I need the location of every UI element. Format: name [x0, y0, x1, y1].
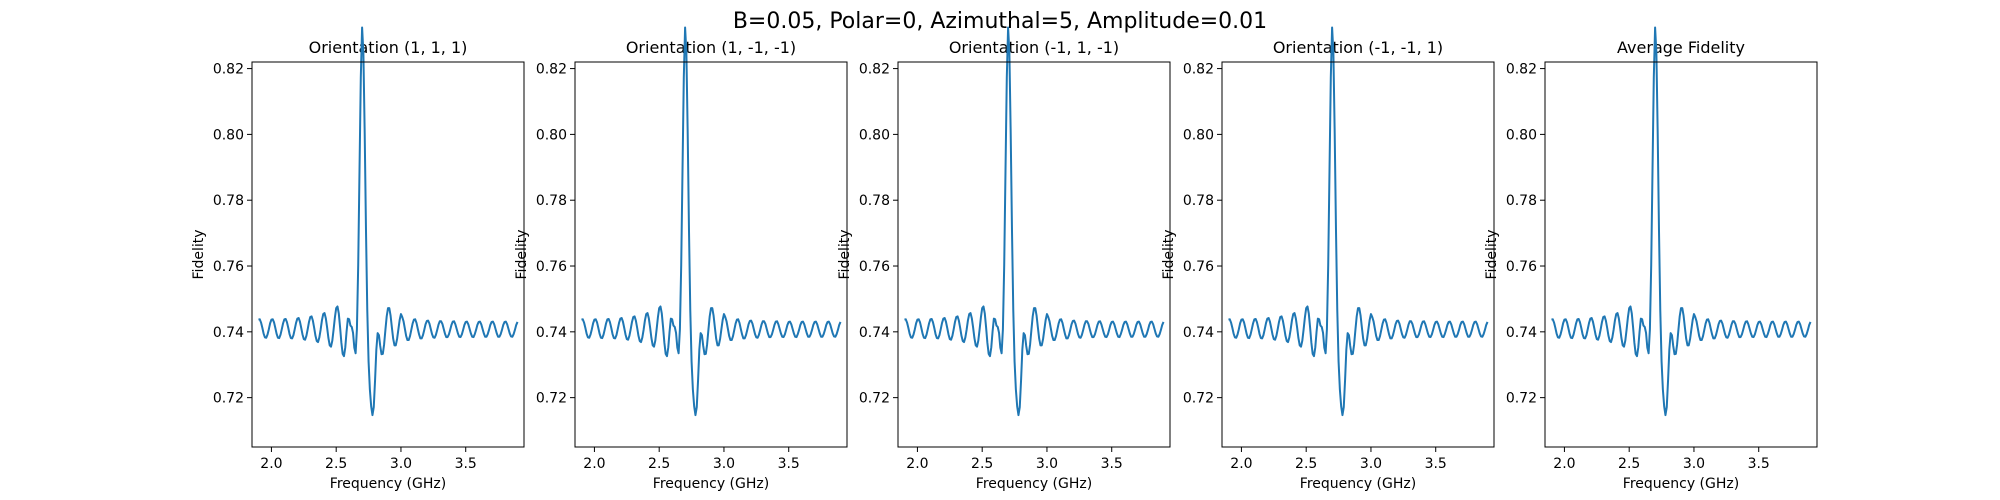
subplot-title: Average Fidelity [1617, 38, 1745, 57]
x-tick-label: 3.0 [1683, 456, 1705, 472]
y-tick-label: 0.78 [859, 193, 890, 209]
x-tick-label: 2.0 [906, 456, 928, 472]
y-tick-label: 0.78 [1183, 193, 1214, 209]
x-tick-label: 3.0 [1360, 456, 1382, 472]
y-tick-label: 0.76 [859, 259, 890, 275]
y-tick-label: 0.80 [1506, 127, 1537, 143]
x-axis-label: Frequency (GHz) [653, 476, 769, 492]
x-tick-label: 3.5 [455, 456, 477, 472]
x-tick-label: 3.5 [1101, 456, 1123, 472]
y-tick-label: 0.82 [859, 62, 890, 78]
subplot-4: Orientation (-1, -1, 1) 2.0 2.5 3.0 3.5 0.72 0… [1161, 26, 1495, 492]
subplot-title: Orientation (1, 1, 1) [309, 38, 468, 57]
x-tick-label: 2.0 [1553, 456, 1575, 472]
y-tick-label: 0.74 [859, 325, 890, 341]
x-tick-label: 2.5 [648, 456, 670, 472]
subplot-1: Orientation (1, 1, 1) 2.0 2.5 3.0 3.5 0.72 0.7… [191, 26, 525, 492]
y-tick-label: 0.80 [1183, 127, 1214, 143]
subplot-title: Orientation (1, -1, -1) [626, 38, 796, 57]
axes-frame [1544, 61, 1818, 448]
y-axis-label: Fidelity [1484, 230, 1500, 280]
y-tick-label: 0.80 [213, 127, 244, 143]
x-axis-label: Frequency (GHz) [330, 476, 446, 492]
y-tick-label: 0.72 [1183, 391, 1214, 407]
y-tick-label: 0.82 [213, 62, 244, 78]
y-tick-label: 0.72 [1506, 391, 1537, 407]
y-tick-label: 0.82 [1183, 62, 1214, 78]
y-tick-label: 0.76 [1183, 259, 1214, 275]
y-tick-label: 0.74 [213, 325, 244, 341]
axes-frame [574, 61, 848, 448]
series-line [258, 26, 519, 417]
y-axis-label: Fidelity [837, 230, 853, 280]
subplot-2: Orientation (1, -1, -1) 2.0 2.5 3.0 3.5 0.72 0… [514, 26, 848, 492]
y-tick-label: 0.76 [213, 259, 244, 275]
axes-frame [897, 61, 1171, 448]
x-tick-label: 2.0 [1230, 456, 1252, 472]
x-tick-label: 2.5 [325, 456, 347, 472]
figure-suptitle: B=0.05, Polar=0, Azimuthal=5, Amplitude=… [733, 9, 1267, 34]
y-tick-label: 0.72 [213, 391, 244, 407]
x-tick-label: 3.5 [1748, 456, 1770, 472]
x-tick-label: 2.5 [971, 456, 993, 472]
y-tick-label: 0.82 [1506, 62, 1537, 78]
subplot-5: Average Fidelity 2.0 2.5 3.0 3.5 0.72 0.74 0.76… [1484, 26, 1818, 492]
y-tick-label: 0.78 [213, 193, 244, 209]
y-tick-label: 0.80 [536, 127, 567, 143]
y-tick-label: 0.72 [536, 391, 567, 407]
series-line [1228, 26, 1489, 417]
series-line [1551, 26, 1812, 417]
x-tick-label: 2.5 [1295, 456, 1317, 472]
axes-frame [251, 61, 525, 448]
y-axis-label: Fidelity [191, 230, 207, 280]
subplot-title: Orientation (-1, 1, -1) [949, 38, 1119, 57]
subplots: Orientation (1, 1, 1) 2.0 2.5 3.0 3.5 0.72 0.7… [191, 26, 1818, 492]
x-tick-label: 2.0 [583, 456, 605, 472]
y-tick-label: 0.74 [536, 325, 567, 341]
y-tick-label: 0.82 [536, 62, 567, 78]
x-tick-label: 3.5 [1425, 456, 1447, 472]
y-tick-label: 0.76 [536, 259, 567, 275]
y-tick-label: 0.76 [1506, 259, 1537, 275]
subplot-3: Orientation (-1, 1, -1) 2.0 2.5 3.0 3.5 0.72 0… [837, 26, 1171, 492]
series-line [581, 26, 842, 417]
x-tick-label: 3.0 [390, 456, 412, 472]
y-axis-label: Fidelity [1161, 230, 1177, 280]
x-tick-label: 2.0 [260, 456, 282, 472]
x-tick-label: 2.5 [1618, 456, 1640, 472]
x-axis-label: Frequency (GHz) [1623, 476, 1739, 492]
x-axis-label: Frequency (GHz) [976, 476, 1092, 492]
axes-frame [1221, 61, 1495, 448]
series-line [904, 26, 1165, 417]
y-tick-label: 0.74 [1183, 325, 1214, 341]
subplot-title: Orientation (-1, -1, 1) [1273, 38, 1443, 57]
y-tick-label: 0.78 [536, 193, 567, 209]
x-tick-label: 3.0 [713, 456, 735, 472]
y-tick-label: 0.78 [1506, 193, 1537, 209]
y-tick-label: 0.80 [859, 127, 890, 143]
x-tick-label: 3.0 [1036, 456, 1058, 472]
y-tick-label: 0.74 [1506, 325, 1537, 341]
x-axis-label: Frequency (GHz) [1300, 476, 1416, 492]
y-axis-label: Fidelity [514, 230, 530, 280]
x-tick-label: 3.5 [778, 456, 800, 472]
y-tick-label: 0.72 [859, 391, 890, 407]
